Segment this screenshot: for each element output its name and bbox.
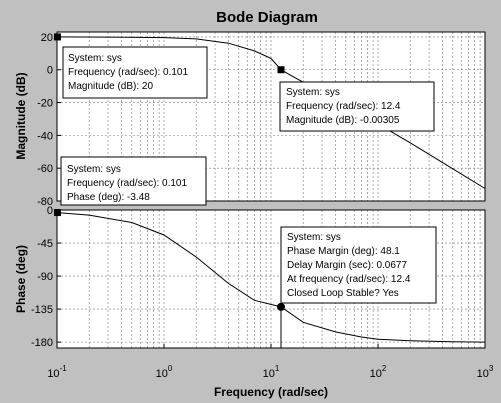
magnitude-datatip-marker bbox=[277, 66, 285, 74]
data-markers bbox=[53, 33, 285, 348]
datatip-line: Phase (deg): -3.48 bbox=[67, 192, 150, 203]
datatip-line: System: sys bbox=[286, 87, 340, 98]
datatip-line: Frequency (rad/sec): 0.101 bbox=[68, 67, 188, 78]
datatip-mag-crossover[interactable]: System: sys Frequency (rad/sec): 12.4 Ma… bbox=[279, 81, 435, 132]
chart-title: Bode Diagram bbox=[216, 9, 318, 26]
magnitude-axes-frame bbox=[56, 31, 486, 202]
magnitude-y-tick-label: -60 bbox=[37, 163, 53, 175]
magnitude-curve-group bbox=[56, 36, 486, 189]
datatip-line: Magnitude (dB): -0.00305 bbox=[286, 115, 400, 126]
phase-y-tick-label: -45 bbox=[37, 238, 53, 250]
magnitude-y-axis-label: Magnitude (dB) bbox=[14, 72, 28, 159]
datatip-line: Frequency (rad/sec): 0.101 bbox=[67, 178, 187, 189]
x-tick-label: 10-1 bbox=[47, 364, 67, 380]
phase-y-axis-label: Phase (deg) bbox=[14, 245, 28, 313]
phase-y-ticks: 0 -45 -90 -135 -180 bbox=[31, 205, 61, 349]
magnitude-y-tick-label: 20 bbox=[41, 32, 53, 44]
datatip-line: Magnitude (dB): 20 bbox=[68, 81, 153, 92]
datatip-line: Closed Loop Stable? Yes bbox=[287, 288, 399, 299]
datatip-line: System: sys bbox=[68, 53, 122, 64]
datatip-box bbox=[280, 226, 437, 304]
datatip-phase-margin[interactable]: System: sys Phase Margin (deg): 48.1 Del… bbox=[280, 226, 437, 304]
phase-y-tick-label: -180 bbox=[31, 337, 53, 349]
datatip-box bbox=[60, 156, 207, 206]
datatip-phase-low[interactable]: System: sys Frequency (rad/sec): 0.101 P… bbox=[60, 156, 207, 206]
datatip-line: Frequency (rad/sec): 12.4 bbox=[286, 101, 401, 112]
phase-y-tick-label: -90 bbox=[37, 271, 53, 283]
x-axis-label: Frequency (rad/sec) bbox=[214, 385, 328, 399]
magnitude-series-line bbox=[56, 36, 486, 189]
datatip-line: System: sys bbox=[287, 232, 341, 243]
datatip-line: System: sys bbox=[67, 164, 121, 175]
datatip-box bbox=[279, 81, 435, 132]
phase-margin-marker bbox=[276, 302, 285, 311]
x-tick-label: 103 bbox=[477, 364, 494, 380]
magnitude-y-tick-label: 0 bbox=[47, 65, 53, 77]
magnitude-y-ticks: 20 0 -20 -40 -60 -80 bbox=[37, 32, 61, 208]
phase-y-tick-label: -135 bbox=[31, 304, 53, 316]
magnitude-datatip-marker bbox=[53, 33, 61, 41]
datatip-line: Delay Margin (sec): 0.0677 bbox=[287, 260, 407, 271]
magnitude-y-tick-label: -20 bbox=[37, 98, 53, 110]
magnitude-y-tick-label: -40 bbox=[37, 130, 53, 142]
x-ticks: 10-1 100 101 102 103 bbox=[47, 344, 494, 380]
datatip-line: Phase Margin (deg): 48.1 bbox=[287, 246, 400, 257]
x-tick-label: 102 bbox=[370, 364, 387, 380]
x-tick-label: 100 bbox=[156, 364, 173, 380]
phase-datatip-marker bbox=[53, 209, 61, 217]
x-tick-label: 101 bbox=[263, 364, 280, 380]
phase-y-tick-label: 0 bbox=[47, 205, 53, 217]
datatip-line: At frequency (rad/sec): 12.4 bbox=[287, 274, 411, 285]
datatip-box bbox=[62, 46, 208, 99]
magnitude-y-tick-label: -80 bbox=[37, 196, 53, 208]
datatip-mag-low[interactable]: System: sys Frequency (rad/sec): 0.101 M… bbox=[62, 46, 208, 99]
